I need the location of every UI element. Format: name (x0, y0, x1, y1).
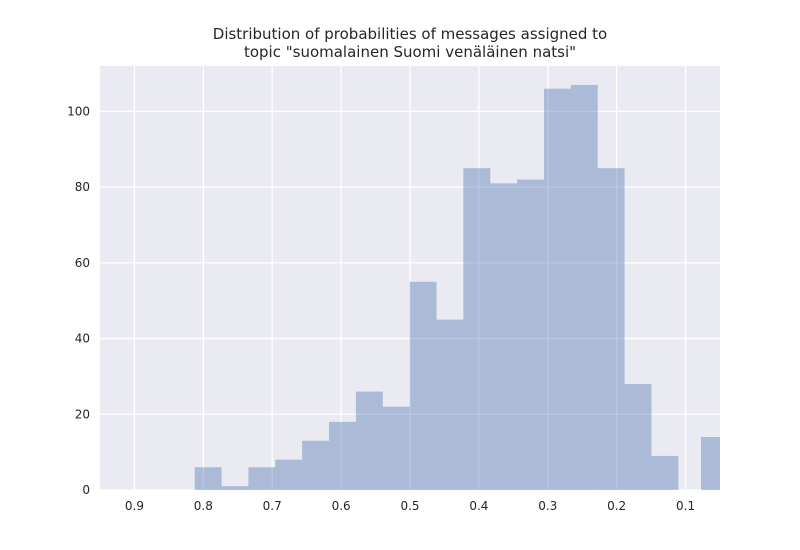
y-tick-label: 20 (75, 407, 90, 421)
histogram-bar (382, 406, 410, 490)
histogram-bar (194, 467, 222, 490)
histogram-bar (570, 84, 598, 490)
x-tick-label: 0.4 (469, 499, 488, 513)
histogram-bar (490, 183, 518, 490)
y-tick-label: 80 (75, 180, 90, 194)
histogram-bar (302, 440, 330, 490)
histogram-bar (543, 88, 571, 490)
histogram-bar (463, 168, 491, 490)
x-tick-label: 0.6 (332, 499, 351, 513)
chart-title-line-2: topic "suomalainen Suomi venäläinen nats… (244, 43, 576, 61)
y-tick-label: 40 (75, 332, 90, 346)
histogram-bars (194, 84, 720, 491)
histogram-bar (329, 421, 356, 490)
histogram-bar (355, 391, 383, 490)
x-tick-label: 0.1 (676, 499, 695, 513)
histogram-bar (221, 486, 249, 490)
grid-lines (100, 66, 720, 491)
histogram-bar (436, 319, 464, 490)
x-tick-label: 0.9 (125, 499, 144, 513)
y-axis-ticks: 0 20 40 60 80 100 (67, 104, 90, 497)
y-tick-label: 100 (67, 104, 90, 118)
x-tick-label: 0.3 (538, 499, 557, 513)
x-tick-label: 0.5 (400, 499, 419, 513)
y-tick-label: 0 (82, 483, 90, 497)
x-tick-label: 0.2 (607, 499, 626, 513)
histogram-bar (248, 467, 276, 490)
histogram-bar (409, 281, 437, 490)
x-tick-label: 0.8 (194, 499, 213, 513)
histogram-bar (651, 455, 679, 490)
y-tick-label: 60 (75, 256, 90, 270)
chart-title-line-1: Distribution of probabilities of message… (213, 25, 607, 43)
histogram-bar (624, 384, 652, 490)
histogram-bar (597, 168, 625, 490)
histogram-bar (517, 179, 544, 491)
histogram-bar (701, 437, 720, 490)
x-tick-label: 0.7 (263, 499, 282, 513)
x-axis-ticks: 0.9 0.8 0.7 0.6 0.5 0.4 0.3 0.2 0.1 (125, 499, 695, 513)
histogram-bar (275, 459, 303, 490)
